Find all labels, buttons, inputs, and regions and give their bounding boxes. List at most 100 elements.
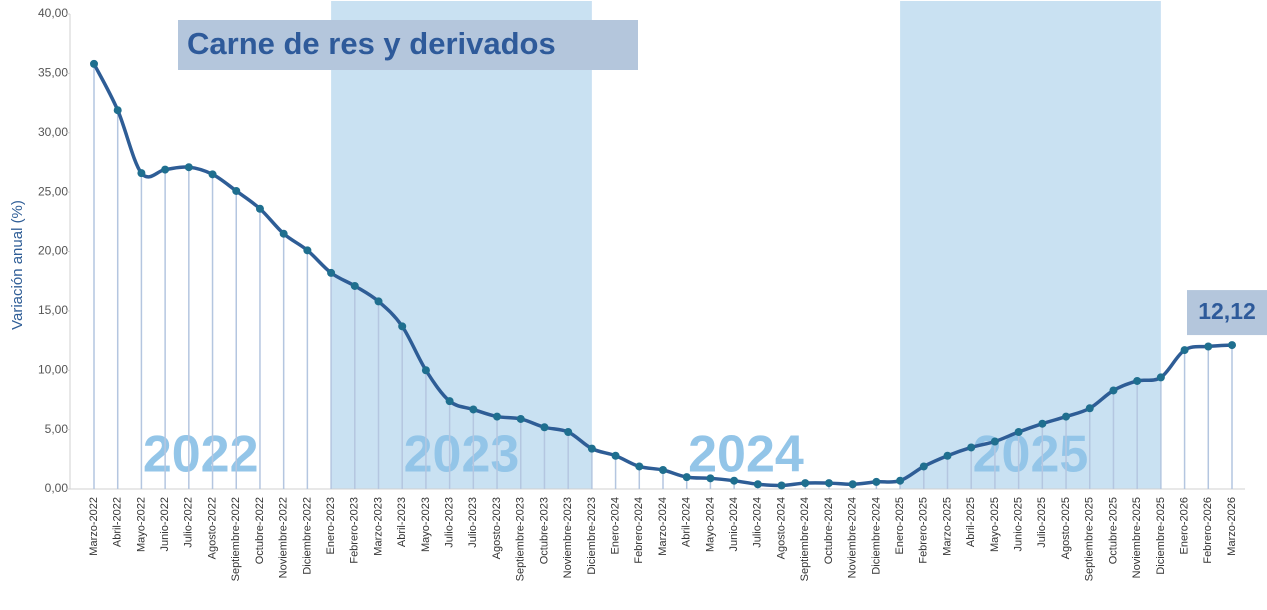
marker xyxy=(303,246,312,255)
y-tick-label: 20,00 xyxy=(38,244,68,258)
x-tick-label: Febrero-2024 xyxy=(633,497,645,564)
marker xyxy=(1038,419,1047,428)
value-label-box xyxy=(1187,290,1267,336)
x-tick-label: Marzo-2025 xyxy=(941,497,953,556)
x-tick-label: Noviembre-2025 xyxy=(1131,497,1143,578)
marker xyxy=(184,163,193,172)
marker xyxy=(1156,373,1165,382)
marker xyxy=(801,479,810,488)
x-tick-label: Marzo-2022 xyxy=(88,497,100,556)
marker xyxy=(232,186,241,195)
x-tick-label: Noviembre-2023 xyxy=(562,497,574,578)
x-tick-label: Marzo-2024 xyxy=(657,497,669,556)
marker xyxy=(327,268,336,277)
title-box xyxy=(178,20,638,70)
marker xyxy=(587,444,596,453)
y-tick-label: 0,00 xyxy=(45,481,69,495)
year-label: 2025 xyxy=(973,426,1089,484)
x-tick-label: Junio-2025 xyxy=(1013,497,1025,551)
x-tick-label: Octubre-2024 xyxy=(823,497,835,564)
x-tick-label: Junio-2022 xyxy=(159,497,171,551)
y-tick-label: 5,00 xyxy=(45,422,69,436)
y-tick-label: 15,00 xyxy=(38,303,68,317)
marker xyxy=(516,414,525,423)
marker xyxy=(919,462,928,471)
year-band xyxy=(331,1,592,489)
marker xyxy=(682,473,691,482)
marker xyxy=(208,170,217,179)
x-tick-label: Febrero-2026 xyxy=(1202,497,1214,564)
y-tick-label: 35,00 xyxy=(38,66,68,80)
year-bands xyxy=(331,1,1161,489)
x-tick-label: Octubre-2022 xyxy=(254,497,266,564)
marker xyxy=(374,297,383,306)
x-tick-label: Enero-2024 xyxy=(609,497,621,555)
marker xyxy=(635,462,644,471)
marker xyxy=(1109,386,1118,395)
x-tick-label: Octubre-2023 xyxy=(538,497,550,564)
x-tick-label: Agosto-2025 xyxy=(1060,497,1072,559)
marker xyxy=(1014,428,1023,436)
marker xyxy=(493,412,502,421)
marker xyxy=(777,481,786,490)
marker xyxy=(113,106,122,115)
marker xyxy=(990,437,999,446)
x-tick-label: Octubre-2025 xyxy=(1107,497,1119,564)
x-tick-label: Julio-2023 xyxy=(467,497,479,548)
x-tick-label: Mayo-2024 xyxy=(704,497,716,552)
year-label: 2023 xyxy=(404,426,520,484)
x-tick-label: Marzo-2023 xyxy=(372,497,384,556)
year-band xyxy=(900,1,1161,489)
marker xyxy=(421,366,430,375)
marker xyxy=(1204,342,1213,351)
marker xyxy=(943,451,952,460)
y-tick-label: 30,00 xyxy=(38,125,68,139)
year-label: 2024 xyxy=(688,426,804,484)
marker xyxy=(1085,404,1094,413)
marker xyxy=(967,443,976,452)
x-tick-label: Agosto-2023 xyxy=(491,497,503,559)
marker xyxy=(730,476,739,485)
marker xyxy=(279,229,288,238)
x-tick-label: Diciembre-2024 xyxy=(870,497,882,575)
marker xyxy=(1133,376,1142,385)
marker xyxy=(564,428,573,436)
x-tick-label: Diciembre-2025 xyxy=(1155,497,1167,575)
x-tick-label: Abril-2022 xyxy=(112,497,124,547)
x-tick-label: Noviembre-2022 xyxy=(278,497,290,578)
marker xyxy=(137,169,146,178)
marker xyxy=(161,165,170,174)
x-tick-label: Junio-2024 xyxy=(728,497,740,551)
x-tick-label: Agosto-2024 xyxy=(775,497,787,559)
y-tick-label: 40,00 xyxy=(38,6,68,20)
x-tick-label: Septiembre-2024 xyxy=(799,497,811,581)
marker xyxy=(1062,412,1071,421)
marker xyxy=(1180,346,1189,355)
x-tick-label: Septiembre-2022 xyxy=(230,497,242,581)
x-tick-label: Enero-2023 xyxy=(325,497,337,555)
x-tick-label: Julio-2025 xyxy=(1036,497,1048,548)
y-tick-label: 25,00 xyxy=(38,184,68,198)
x-tick-label: Septiembre-2023 xyxy=(515,497,527,581)
marker xyxy=(445,397,454,406)
marker xyxy=(872,477,881,486)
x-tick-label: Julio-2024 xyxy=(752,497,764,548)
x-tick-label: Diciembre-2023 xyxy=(586,497,598,575)
x-tick-label: Agosto-2022 xyxy=(206,497,218,559)
marker xyxy=(255,204,264,213)
plot: 0,00 5,00 10,00 15,00 20,00 25,00 30,00 35,00 40… xyxy=(38,6,1267,581)
marker xyxy=(90,59,98,68)
marker xyxy=(398,322,407,331)
marker xyxy=(659,466,667,474)
x-tick-label: Febrero-2023 xyxy=(349,497,361,564)
marker xyxy=(706,474,715,483)
y-axis-label: Variación anual (%) xyxy=(9,200,26,330)
marker xyxy=(753,480,762,489)
marker xyxy=(469,405,478,414)
marker xyxy=(824,479,833,488)
x-tick-label: Enero-2026 xyxy=(1178,497,1190,555)
x-tick-label: Julio-2023 xyxy=(444,497,456,548)
marker xyxy=(350,281,359,290)
marker xyxy=(896,476,905,485)
